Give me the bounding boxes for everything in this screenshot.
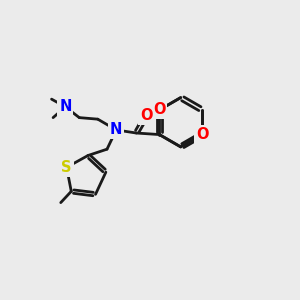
Text: O: O bbox=[196, 127, 208, 142]
Text: O: O bbox=[140, 108, 152, 123]
Text: O: O bbox=[153, 102, 166, 117]
Text: N: N bbox=[59, 99, 72, 114]
Text: S: S bbox=[61, 160, 72, 175]
Text: N: N bbox=[110, 122, 122, 137]
